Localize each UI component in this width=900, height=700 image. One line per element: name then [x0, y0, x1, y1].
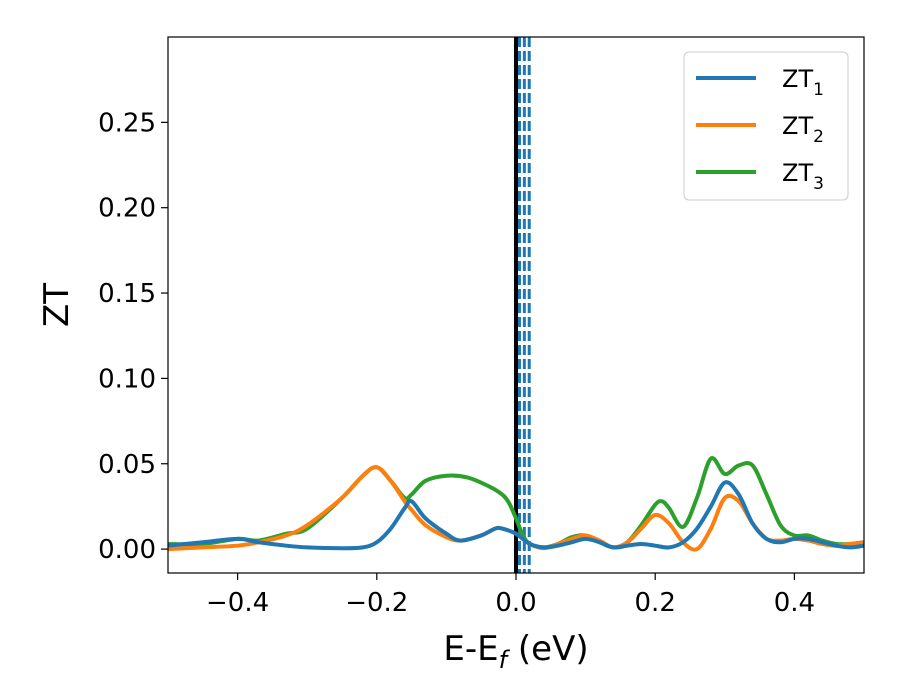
y-tick-label: 0.20	[98, 194, 156, 224]
x-tick-label: −0.4	[206, 588, 269, 618]
axes: −0.4 −0.2 0.0 0.2 0.4 0.00 0.05 0.10 0.15 0.20 0.2…	[37, 36, 865, 674]
plot-content	[168, 37, 864, 573]
y-tick-label: 0.10	[98, 364, 156, 394]
legend-box	[683, 51, 849, 201]
y-tick-label: 0.25	[98, 108, 156, 138]
x-tick-label: −0.2	[345, 588, 408, 618]
series-line-zt1	[168, 480, 864, 551]
legend-entry-zt3: ZT3	[696, 159, 824, 194]
legend-label: ZT2	[782, 112, 824, 147]
plot-area	[168, 37, 864, 573]
y-axis-label: ZT	[37, 283, 77, 327]
legend-entry-zt1: ZT1	[696, 65, 824, 100]
y-tick-label: 0.05	[98, 450, 156, 480]
y-tick-label: 0.00	[98, 535, 156, 565]
x-tick-label: 0.0	[495, 588, 536, 618]
x-tick-label: 0.2	[635, 588, 676, 618]
legend: ZT1 ZT2 ZT3	[683, 51, 849, 201]
legend-entry-zt2: ZT2	[696, 112, 824, 147]
y-tick-label: 0.15	[98, 279, 156, 309]
x-axis-label: E-Ef (eV)	[443, 629, 588, 674]
legend-label: ZT3	[782, 159, 824, 194]
x-tick-label: 0.4	[774, 588, 815, 618]
legend-label: ZT1	[782, 65, 824, 100]
